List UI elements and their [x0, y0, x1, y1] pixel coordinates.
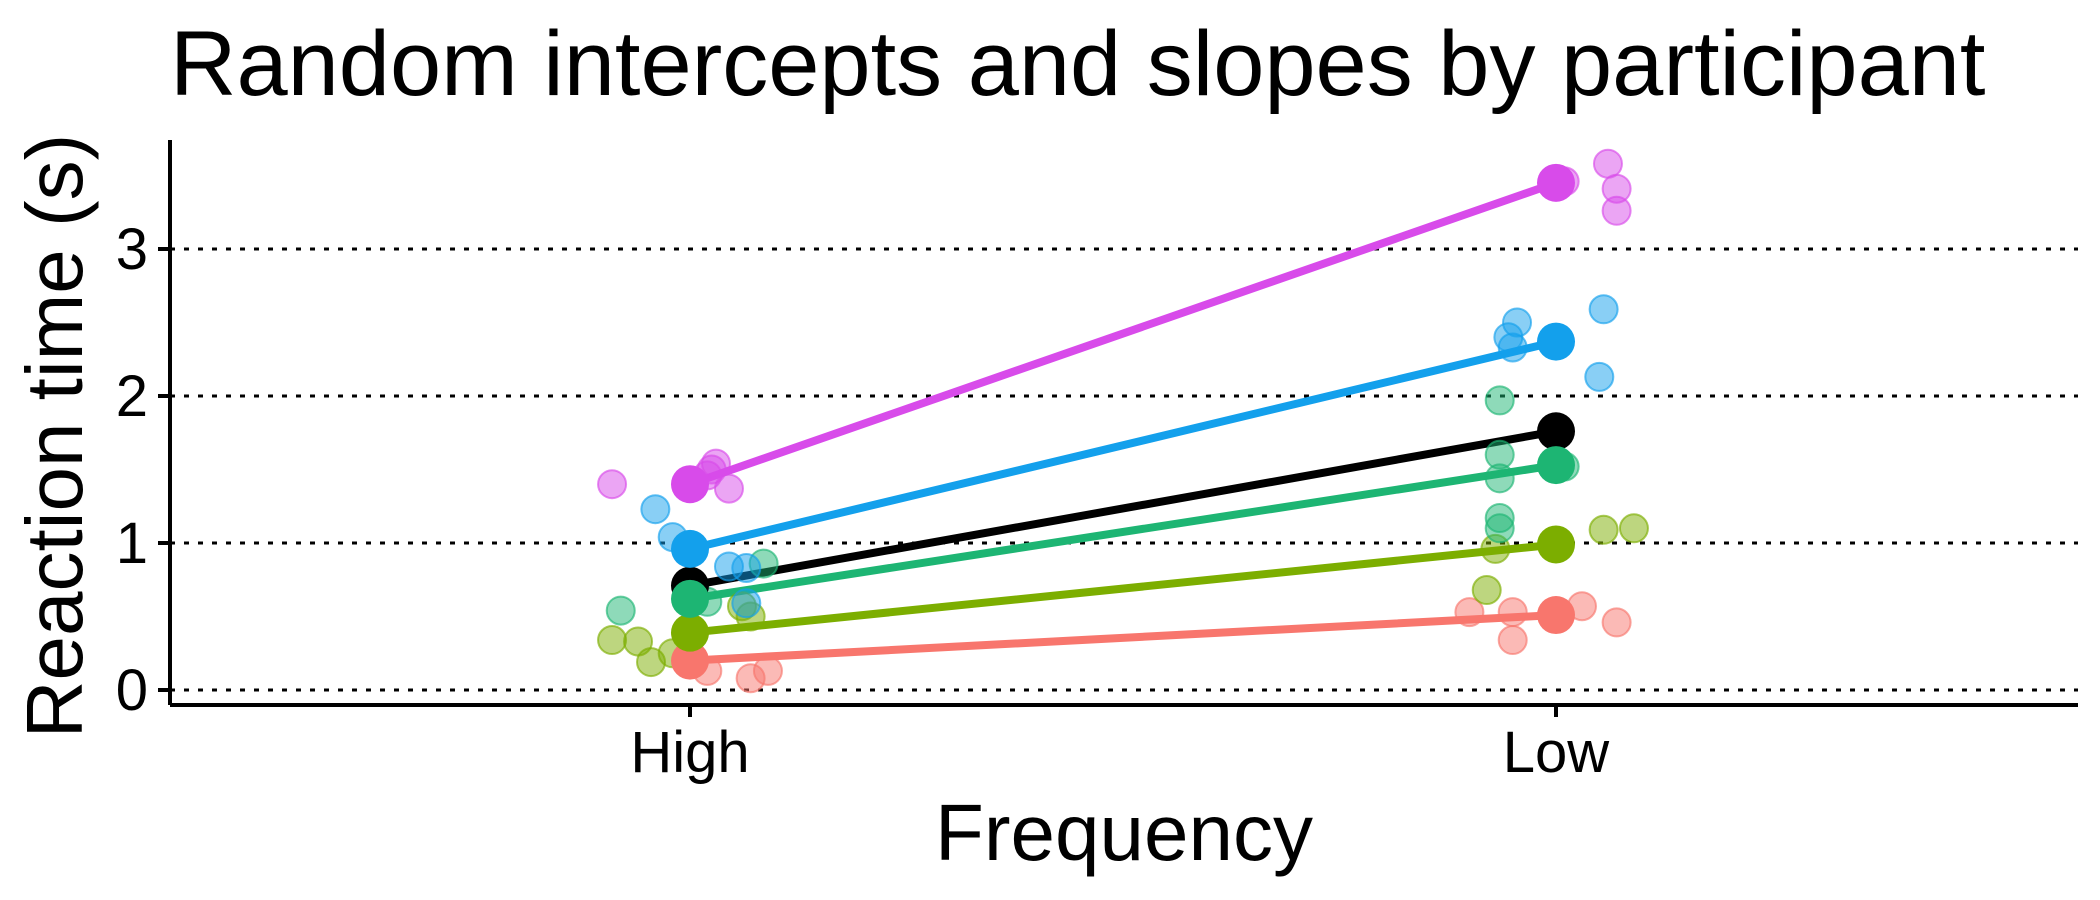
data-point-s4-4 [731, 552, 762, 583]
y-axis-title: Reaction time (s) [10, 134, 99, 739]
data-point-s5-5 [713, 473, 744, 504]
y-tick-label-0: 0 [116, 658, 148, 723]
data-point-s4-10 [1588, 294, 1619, 325]
series-line-4 [686, 337, 1560, 553]
series-mean-2-low [1537, 525, 1575, 564]
series-mean-4-high [671, 529, 709, 568]
data-point-s3-8 [1484, 513, 1515, 544]
data-point-s2-7 [1471, 575, 1502, 606]
data-points [597, 148, 1649, 694]
tick-labels: 0 1 2 3 High Low [116, 217, 1611, 785]
series-mean-3-high [671, 579, 709, 618]
axes [168, 140, 2078, 707]
data-point-s4-8 [1502, 307, 1533, 338]
x-tick-label-high: High [630, 720, 749, 785]
series-mean-1-high [671, 641, 709, 680]
data-point-s4-1 [640, 494, 671, 525]
data-point-s4-5 [731, 588, 762, 619]
data-point-s4-9 [1584, 361, 1615, 392]
data-point-s1-9 [1601, 607, 1632, 638]
y-tick-label-1: 1 [116, 511, 148, 576]
series-means [671, 163, 1575, 680]
y-tick-label-2: 2 [116, 364, 148, 429]
series-mean-1-low [1537, 596, 1575, 635]
data-point-s5-1 [597, 469, 628, 500]
data-point-s3-4 [1484, 385, 1515, 416]
data-point-s5-7 [1592, 148, 1623, 179]
series-line-3 [686, 461, 1560, 603]
data-point-s1-3 [752, 655, 783, 686]
series-mean-2-high [671, 613, 709, 652]
data-point-s2-9 [1588, 514, 1619, 545]
series-line-2 [686, 540, 1560, 637]
data-point-s5-4 [700, 448, 731, 479]
data-point-s1-5 [1454, 597, 1485, 628]
data-point-s3-1 [605, 595, 636, 626]
data-point-s2-1 [597, 625, 628, 656]
data-point-s4-7 [1497, 332, 1528, 363]
fixed-effect-mean-low [1537, 412, 1575, 451]
series-mean-5-low [1537, 163, 1575, 202]
data-point-s2-10 [1618, 513, 1649, 544]
series-line-1 [686, 611, 1560, 665]
x-axis-title: Frequency [935, 788, 1313, 877]
data-point-s1-6 [1497, 597, 1528, 628]
series-mean-4-low [1537, 322, 1575, 361]
chart-title: Random intercepts and slopes by particip… [170, 13, 1985, 115]
gridlines [170, 247, 2078, 692]
x-tick-label-low: Low [1503, 720, 1611, 785]
series-mean-5-high [671, 465, 709, 504]
series-lines [686, 178, 1560, 665]
series-mean-3-low [1537, 446, 1575, 485]
y-tick-label-3: 3 [116, 217, 148, 282]
data-point-s3-6 [1484, 463, 1515, 494]
series-line-5 [686, 178, 1560, 489]
data-point-s1-7 [1497, 625, 1528, 656]
fixed-effect-line [686, 427, 1560, 590]
data-point-s5-9 [1601, 195, 1632, 226]
